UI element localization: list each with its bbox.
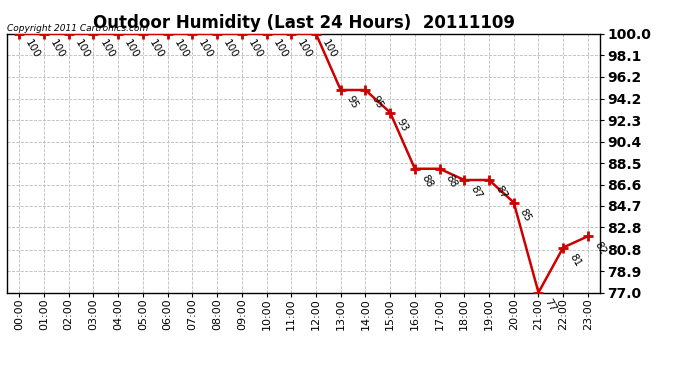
Text: 82: 82 <box>592 240 607 257</box>
Text: 100: 100 <box>221 38 239 60</box>
Text: 100: 100 <box>23 38 42 60</box>
Text: 100: 100 <box>197 38 215 60</box>
Text: 100: 100 <box>172 38 190 60</box>
Text: 85: 85 <box>518 207 533 223</box>
Text: 93: 93 <box>394 117 410 133</box>
Text: 100: 100 <box>73 38 91 60</box>
Text: 100: 100 <box>48 38 67 60</box>
Text: 88: 88 <box>419 173 434 189</box>
Text: 100: 100 <box>320 38 339 60</box>
Text: 100: 100 <box>246 38 264 60</box>
Title: Outdoor Humidity (Last 24 Hours)  20111109: Outdoor Humidity (Last 24 Hours) 2011110… <box>92 14 515 32</box>
Text: 95: 95 <box>345 94 360 111</box>
Text: 77: 77 <box>542 297 558 313</box>
Text: 100: 100 <box>295 38 314 60</box>
Text: 100: 100 <box>122 38 141 60</box>
Text: 100: 100 <box>147 38 166 60</box>
Text: 95: 95 <box>370 94 385 111</box>
Text: 100: 100 <box>270 38 289 60</box>
Text: 88: 88 <box>444 173 459 189</box>
Text: Copyright 2011 Cartronics.com: Copyright 2011 Cartronics.com <box>7 24 148 33</box>
Text: 87: 87 <box>493 184 509 201</box>
Text: 87: 87 <box>469 184 484 201</box>
Text: 100: 100 <box>97 38 116 60</box>
Text: 81: 81 <box>567 252 582 268</box>
